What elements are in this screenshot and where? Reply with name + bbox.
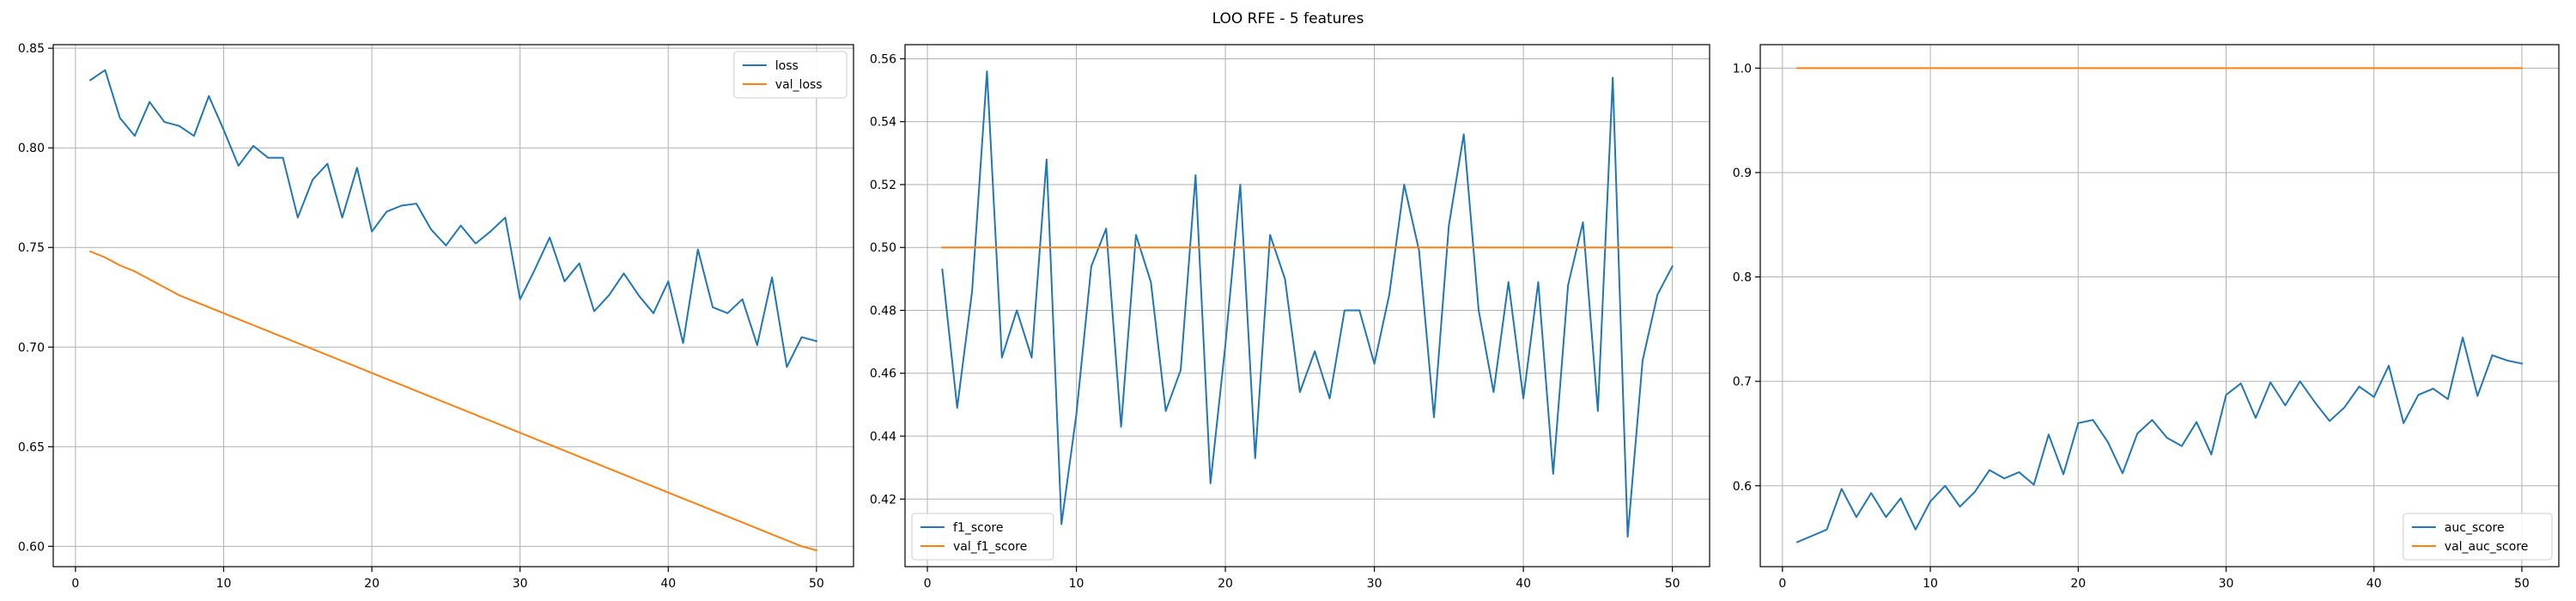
x-tick-label: 20 (364, 577, 380, 591)
x-tick-label: 30 (1367, 577, 1382, 591)
y-tick-label: 0.75 (18, 241, 45, 255)
x-tick-label: 20 (2070, 577, 2086, 591)
y-tick-label: 0.56 (870, 52, 896, 66)
legend: auc_score val_auc_score (2403, 513, 2553, 561)
axes-frame (52, 44, 854, 568)
subplot-1: 0 10 20 30 40 50 0.60 0.65 0.70 0.75 0.80 0.85 loss v… (18, 42, 854, 591)
legend: f1_score val_f1_score (911, 513, 1054, 561)
series-line-f1_score (941, 70, 1674, 538)
x-tick-label: 40 (1516, 577, 1531, 591)
x-tick-label: 30 (513, 577, 528, 591)
y-tick-label: 0.52 (870, 179, 896, 192)
x-tick-label: 30 (2219, 577, 2234, 591)
x-tick-label: 50 (1665, 577, 1680, 591)
y-tick-label: 0.60 (18, 540, 45, 554)
axes-frame (1759, 44, 2560, 568)
y-tick-label: 0.9 (1733, 167, 1752, 180)
y-tick-label: 0.48 (870, 304, 896, 318)
y-tick-label: 0.85 (18, 42, 45, 56)
subplot-2: 0 10 20 30 40 50 0.42 0.44 0.46 0.48 0.50 0.52 0.54 0… (870, 44, 1710, 591)
legend-box (2403, 513, 2553, 561)
x-tick-label: 0 (924, 577, 932, 591)
y-tick-label: 0.70 (18, 341, 45, 355)
x-tick-label: 50 (2514, 577, 2530, 591)
x-tick-label: 40 (660, 577, 676, 591)
y-tick-label: 0.50 (870, 241, 896, 255)
x-tick-label: 10 (216, 577, 232, 591)
x-tick-label: 0 (71, 577, 79, 591)
legend-box (911, 513, 1054, 561)
legend-label-val_loss: val_loss (775, 78, 823, 92)
y-tick-label: 0.7 (1733, 375, 1752, 389)
y-tick-label: 0.65 (18, 440, 45, 454)
y-tick-label: 0.80 (18, 142, 45, 155)
y-tick-label: 0.6 (1733, 480, 1752, 494)
series-line-auc_score (1795, 337, 2524, 543)
x-tick-label: 0 (1778, 577, 1786, 591)
subplots: 0 10 20 30 40 500.600.650.700.750.800.85lossv… (18, 42, 2560, 591)
y-tick-label: 0.44 (870, 430, 896, 444)
axes-frame (904, 44, 1710, 568)
legend-label-loss: loss (775, 59, 799, 73)
subplot-3: 0 10 20 30 40 50 0.6 0.7 0.8 0.9 1.0 auc_score val_a… (1733, 44, 2560, 591)
legend: loss val_loss (733, 51, 848, 99)
figure-title: LOO RFE - 5 features (1212, 10, 1364, 27)
legend-label-val_auc_score: val_auc_score (2445, 540, 2529, 554)
y-tick-label: 1.0 (1733, 62, 1752, 76)
y-tick-label: 0.46 (870, 367, 896, 381)
x-tick-label: 10 (1069, 577, 1084, 591)
x-tick-label: 20 (1218, 577, 1233, 591)
legend-label-f1_score: f1_score (953, 521, 1003, 535)
y-tick-label: 0.42 (870, 493, 896, 507)
series-line-val_loss (88, 250, 818, 552)
legend-box (733, 51, 848, 99)
x-tick-label: 40 (2366, 577, 2382, 591)
legend-label-auc_score: auc_score (2445, 521, 2505, 535)
y-tick-label: 0.8 (1733, 271, 1752, 285)
y-tick-label: 0.54 (870, 116, 896, 130)
legend-label-val_f1_score: val_f1_score (953, 540, 1027, 554)
x-tick-label: 10 (1923, 577, 1938, 591)
series-line-loss (88, 69, 818, 368)
x-tick-label: 50 (809, 577, 824, 591)
